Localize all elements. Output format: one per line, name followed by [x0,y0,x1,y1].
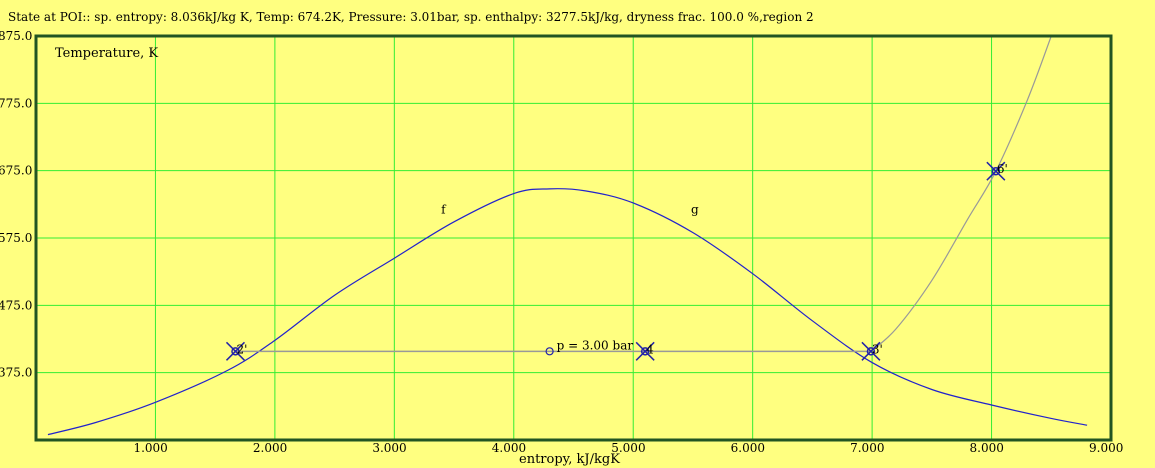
x-tick-label: 2.000 [253,441,287,455]
state-point-label: 6' [997,162,1008,176]
saturation-dome-line [47,188,1088,436]
x-tick-label: 4.000 [492,441,526,455]
y-tick-label: 675.0 [0,164,32,178]
state-point [640,347,650,356]
x-tick-label: 8.000 [970,441,1004,455]
tick-labels: 1.000 2.000 3.000 4.000 5.000 6.000 7.000 8.000… [0,29,1123,455]
annotation-label: p = 3.00 bar [557,338,634,352]
state-point-cross [225,341,246,361]
state-point [991,166,1001,176]
plot-frame [34,34,1113,442]
y-tick-label: 875.0 [0,29,32,43]
state-point-label: 2' [236,342,247,356]
x-tick-label: 6.000 [731,441,765,455]
state-point-label: 3' [872,342,883,356]
isobar-superheated-line [870,35,1052,352]
point-markers: 2' 4 3' 6' p = 3.00 bar f g [225,161,1008,361]
state-point [866,347,876,356]
annotation-label: f [441,202,447,216]
y-tick-label: 775.0 [0,96,32,110]
x-tick-label: 1.000 [133,441,167,455]
x-tick-label: 7.000 [850,441,884,455]
state-point [231,347,240,356]
x-tick-label: 9.000 [1089,441,1123,455]
state-point-cross [635,341,655,361]
x-tick-label: 3.000 [372,441,406,455]
poi-marker [545,347,554,356]
y-tick-label: 475.0 [0,298,32,312]
x-axis-label: entropy, kJ/kgK [519,452,620,467]
grid-lines [36,36,1111,440]
y-tick-label: 575.0 [0,231,32,245]
state-point-cross [861,341,881,361]
status-text: State at POI:: sp. entropy: 8.036kJ/kg K… [8,10,814,24]
y-tick-label: 375.0 [0,366,32,380]
x-tick-label: 5.000 [611,441,645,455]
state-point-label: 4 [646,342,654,356]
state-point-cross [986,161,1006,181]
y-axis-label: Temperature, K [55,46,158,61]
annotation-label: g [691,202,699,216]
